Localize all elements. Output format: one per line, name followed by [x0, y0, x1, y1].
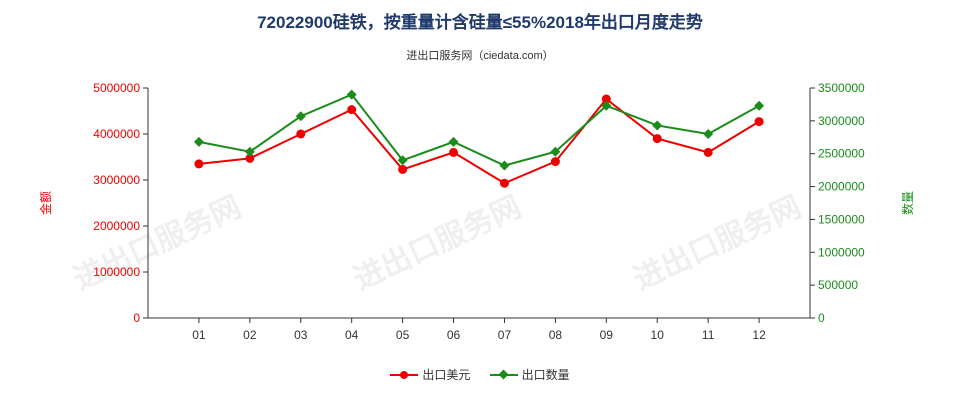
legend-item-qty[interactable]: 出口数量 [489, 366, 570, 383]
right-tick-label: 2000000 [818, 180, 865, 194]
series-0-point [398, 164, 408, 174]
series-1-point [244, 146, 255, 157]
legend: 出口美元 出口数量 [0, 366, 960, 384]
series-0-point [754, 117, 764, 127]
legend-label-qty: 出口数量 [521, 368, 570, 382]
left-tick-label: 5000000 [93, 81, 140, 95]
series-line-1 [198, 93, 760, 167]
series-1-point [295, 111, 306, 122]
legend-swatch-qty [489, 369, 518, 381]
right-tick-label: 1000000 [818, 245, 865, 259]
series-1-point [754, 100, 765, 111]
series-0-point [652, 134, 662, 144]
left-tick-label: 4000000 [93, 127, 140, 141]
left-tick-label: 3000000 [93, 173, 140, 187]
left-tick-label: 2000000 [93, 219, 140, 233]
right-tick-label: 0 [818, 311, 825, 325]
x-tick-label: 08 [549, 328, 563, 342]
series-layer [193, 89, 765, 188]
series-1-point [550, 146, 561, 157]
series-1-point [193, 136, 204, 147]
series-1-point [499, 160, 510, 171]
right-tick-label: 500000 [818, 278, 858, 292]
series-1-point [703, 129, 714, 139]
legend-item-usd[interactable]: 出口美元 [390, 366, 470, 383]
series-0-point [296, 129, 306, 139]
x-tick-label: 05 [396, 328, 410, 342]
series-1-point [448, 136, 459, 147]
watermark-text: 进出口服务网 [349, 189, 527, 297]
axes: 0100000020000003000000400000050000000500… [38, 81, 915, 342]
series-0-point [449, 147, 459, 157]
x-tick-label: 01 [192, 328, 206, 342]
left-tick-label: 1000000 [93, 265, 140, 279]
watermark-text: 进出口服务网 [629, 189, 807, 297]
series-0-point [499, 178, 509, 188]
chart-title: 72022900硅铁，按重量计含硅量≤55%2018年出口月度走势 [257, 13, 703, 32]
series-0-point [245, 153, 255, 163]
right-tick-label: 2500000 [818, 147, 865, 161]
x-tick-label: 07 [498, 328, 512, 342]
left-axis-label: 金额 [38, 191, 53, 215]
series-0-point [601, 94, 611, 104]
x-tick-label: 06 [447, 328, 461, 342]
series-0-point [347, 105, 357, 115]
x-tick-label: 03 [294, 328, 308, 342]
right-tick-label: 3500000 [818, 81, 865, 95]
x-tick-label: 11 [702, 328, 715, 342]
x-tick-label: 12 [752, 328, 766, 342]
watermark-layer: 进出口服务网 进出口服务网 进出口服务网 [69, 189, 807, 297]
x-tick-label: 04 [345, 328, 359, 342]
watermark-text: 进出口服务网 [69, 189, 247, 297]
right-axis-label: 数量 [900, 191, 915, 215]
x-tick-label: 09 [600, 328, 614, 342]
series-1-point [601, 100, 612, 111]
chart-subtitle: 进出口服务网（ciedata.com） [406, 50, 554, 62]
right-tick-label: 3000000 [818, 114, 865, 128]
series-1-point [652, 120, 663, 131]
series-0-point [703, 147, 713, 157]
series-0-point [194, 159, 204, 169]
series-1-point [397, 155, 408, 166]
x-tick-label: 10 [651, 328, 665, 342]
series-0-point [550, 157, 560, 167]
left-tick-label: 0 [133, 311, 140, 325]
series-line-0 [198, 97, 760, 185]
legend-label-usd: 出口美元 [422, 368, 471, 382]
series-1-point [346, 89, 357, 100]
x-tick-label: 02 [243, 328, 257, 342]
right-tick-label: 1500000 [818, 212, 865, 226]
legend-swatch-usd [390, 369, 419, 381]
